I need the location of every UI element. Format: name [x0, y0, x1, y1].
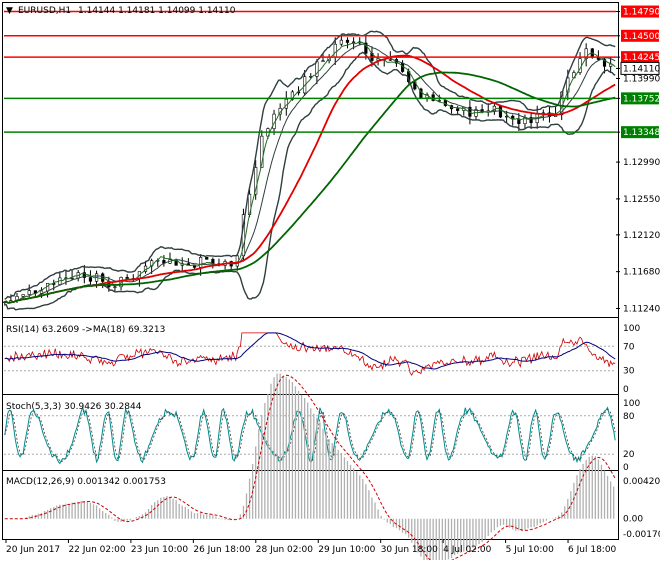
ma-red-line: [4, 54, 616, 304]
time-tick-label: 30 Jun 18:00: [381, 545, 438, 555]
candle-body: [254, 167, 258, 195]
time-tick-label: 4 Jul 02:00: [443, 545, 492, 555]
candle-body: [205, 257, 209, 260]
rsi-tick-label: 100: [623, 324, 640, 334]
level-price-label: 1.14245: [623, 53, 660, 63]
rsi-tick-label: 30: [623, 367, 635, 377]
fast-ma-line: [4, 41, 616, 304]
macd-tick-label: -0.00170: [623, 530, 660, 540]
stoch-signal-line: [4, 408, 616, 463]
macd-signal-line: [4, 374, 616, 564]
stoch-title: Stoch(5,3,3) 30.9426 30.2844: [6, 402, 142, 412]
main-price-panel[interactable]: [3, 10, 616, 311]
macd-title: MACD(12,26,9) 0.001342 0.001753: [6, 477, 166, 487]
ma-green-line: [4, 71, 616, 304]
candle-body: [101, 273, 105, 282]
price-tick-label: 1.11240: [623, 304, 660, 314]
candle-body: [321, 60, 325, 63]
current-price-label: 1.14110: [623, 64, 660, 74]
price-tick-label: 1.11680: [623, 268, 660, 278]
stoch-tick-label: 20: [623, 450, 635, 460]
macd-tick-label: 0.004208: [623, 477, 660, 487]
candle-body: [364, 42, 368, 54]
time-axis: 20 Jun 2017 22 Jun 02:00 23 Jun 10:00 26 Ju…: [5, 539, 617, 555]
price-tick-label: 1.12120: [623, 231, 660, 241]
rsi-tick-label: 0: [623, 385, 629, 395]
level-price-tag: [621, 5, 659, 18]
candle-body: [505, 115, 509, 118]
candle-body: [82, 272, 86, 278]
candle-body: [584, 48, 588, 59]
candle-body: [88, 277, 93, 282]
rsi-ma-line: [4, 332, 616, 370]
rsi-line: [4, 332, 616, 376]
candle-body: [388, 59, 392, 61]
candle-body: [70, 277, 74, 280]
candle-body: [21, 294, 25, 297]
stoch-tick-label: 80: [623, 412, 635, 422]
candle-body: [199, 257, 203, 268]
stochastic-panel[interactable]: 100 80 20 0: [4, 399, 640, 473]
bollinger-upper-line: [4, 30, 616, 300]
chart-frame: [2, 2, 619, 540]
candle-body: [39, 290, 44, 294]
level-price-label: 1.14790: [623, 8, 660, 18]
ohlc-values: 1.14144 1.14181 1.14099 1.14110: [78, 6, 236, 16]
current-price-tag: [620, 61, 660, 75]
level-price-label: 1.14500: [623, 32, 660, 42]
candle-body: [113, 286, 117, 288]
candle-body: [456, 108, 460, 111]
time-tick-label: 29 Jun 10:00: [318, 545, 375, 555]
time-tick-label: 6 Jul 18:00: [568, 545, 617, 555]
time-tick-label: 20 Jun 2017: [6, 545, 60, 555]
rsi-panel[interactable]: 100 70 30 0: [4, 324, 640, 395]
candle-body: [333, 43, 337, 58]
price-tick-label: 1.13990: [623, 74, 660, 84]
time-tick-label: 23 Jun 10:00: [131, 545, 188, 555]
time-tick-label: 5 Jul 10:00: [506, 545, 555, 555]
level-price-tag: [621, 126, 659, 139]
symbol-label: EURUSD,H1: [18, 6, 71, 16]
time-tick-label: 26 Jun 18:00: [193, 545, 250, 555]
macd-panel[interactable]: 0.004208 0.00 -0.00170: [4, 373, 660, 564]
candle-body: [529, 117, 533, 124]
level-price-tag: [621, 29, 659, 42]
stoch-tick-label: 100: [623, 399, 640, 409]
rsi-title: RSI(14) 63.2609 ->MA(18) 69.3213: [6, 325, 165, 335]
candle-body: [498, 105, 503, 118]
time-tick-label: 28 Jun 02:00: [256, 545, 313, 555]
stoch-main-line: [4, 405, 616, 465]
level-price-tag: [621, 51, 659, 64]
dropdown-arrow-icon[interactable]: ▼: [6, 6, 13, 16]
candle-body: [27, 290, 31, 295]
candle-body: [602, 59, 607, 67]
candle-body: [345, 39, 350, 43]
candle-body: [260, 135, 264, 168]
bollinger-mid-line: [4, 43, 616, 304]
time-tick-label: 22 Jun 02:00: [68, 545, 125, 555]
stoch-tick-label: 0: [623, 463, 629, 473]
level-price-label: 1.13348: [623, 128, 660, 138]
candle-body: [352, 41, 356, 43]
bollinger-lower-line: [4, 51, 616, 311]
candle-body: [339, 39, 343, 45]
macd-tick-label: 0.00: [623, 515, 643, 525]
rsi-tick-label: 70: [623, 342, 635, 352]
price-tick-label: 1.12990: [623, 158, 660, 168]
price-tick-label: 1.12550: [623, 195, 660, 205]
level-price-label: 1.13752: [623, 94, 660, 104]
level-price-tag: [621, 92, 659, 105]
